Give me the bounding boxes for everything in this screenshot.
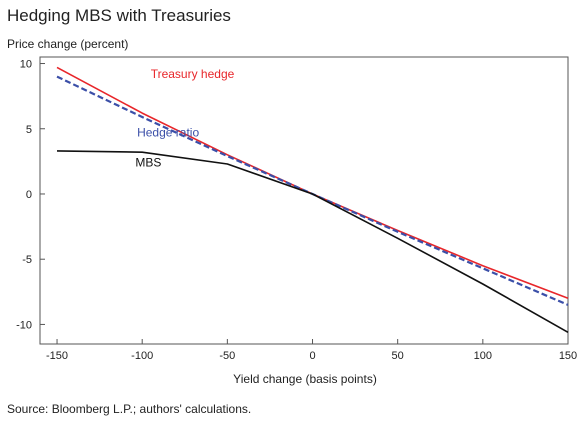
source-note: Source: Bloomberg L.P.; authors' calcula… — [7, 402, 252, 416]
x-axis-label: Yield change (basis points) — [233, 372, 377, 386]
y-tick-label: 5 — [26, 124, 32, 136]
series-group — [56, 66, 569, 333]
label-hedge-ratio: Hedge ratio — [137, 126, 199, 140]
label-mbs: MBS — [135, 156, 161, 170]
x-tick-label: 100 — [474, 350, 492, 362]
treasury-hedge-line — [56, 66, 569, 300]
x-tick-label: 150 — [559, 350, 577, 362]
y-axis-label: Price change (percent) — [7, 37, 129, 51]
x-tick-label: -150 — [46, 350, 68, 362]
plot-frame — [39, 56, 569, 345]
label-treasury-hedge: Treasury hedge — [151, 67, 235, 81]
hedge-ratio-line — [56, 75, 569, 306]
plot-frame-group — [39, 56, 569, 345]
annotation-group: Treasury hedge Hedge ratio MBS — [135, 67, 234, 170]
y-tick-label: 10 — [20, 59, 32, 71]
y-tick-label: 0 — [26, 189, 32, 201]
x-tick-label: 50 — [392, 350, 404, 362]
y-tick-label: -10 — [16, 319, 32, 331]
x-tick-label: -50 — [219, 350, 235, 362]
mbs-line — [56, 150, 569, 333]
y-tick-label: -5 — [22, 254, 32, 266]
x-tick-label: 0 — [309, 350, 315, 362]
chart-title: Hedging MBS with Treasuries — [7, 6, 231, 25]
x-tick-label: -100 — [131, 350, 153, 362]
